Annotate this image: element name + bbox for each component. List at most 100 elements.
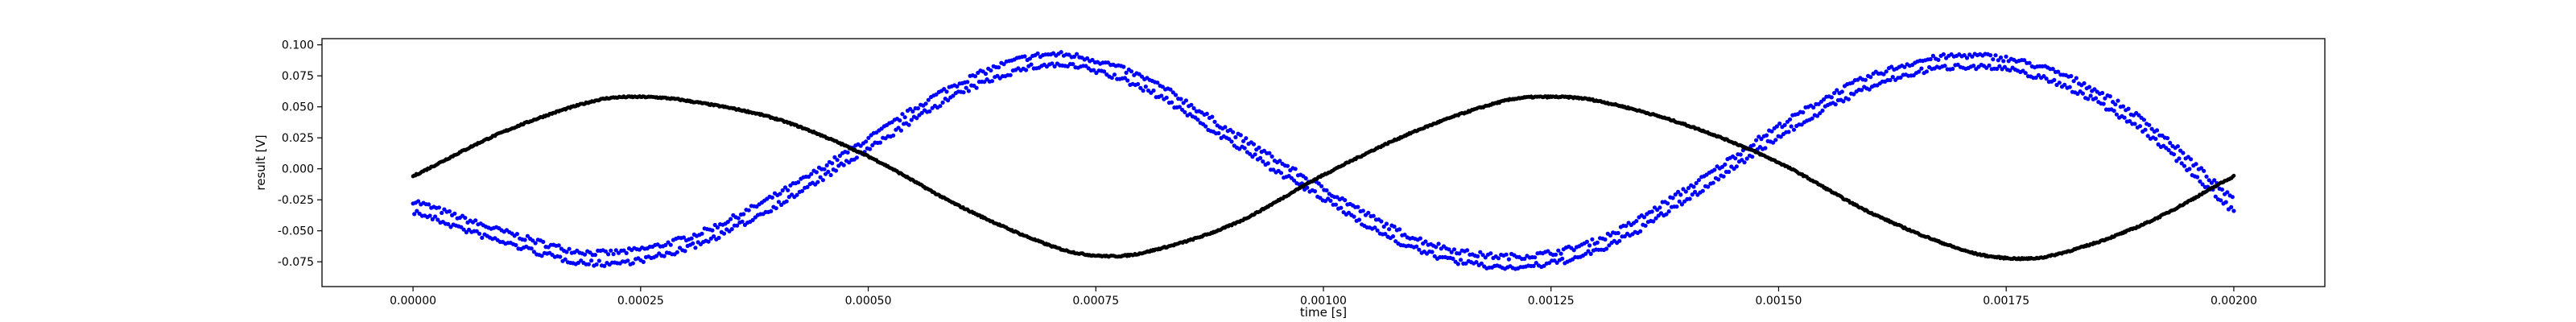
data-point-blue xyxy=(1173,93,1179,97)
data-point-blue xyxy=(1257,145,1261,150)
data-point-blue xyxy=(689,236,694,241)
data-point-blue xyxy=(770,195,774,200)
data-point-blue xyxy=(1122,76,1127,80)
data-point-blue xyxy=(1898,75,1903,80)
data-point-blue xyxy=(625,258,630,263)
data-point-blue xyxy=(621,248,626,253)
data-point-blue xyxy=(1371,213,1376,218)
data-point-blue xyxy=(1677,199,1682,204)
data-point-blue xyxy=(1383,232,1388,237)
data-point-blue xyxy=(2182,163,2187,168)
data-point-blue xyxy=(1771,140,1776,145)
data-point-blue xyxy=(1678,192,1683,197)
data-point-blue xyxy=(1496,256,1501,261)
data-point-blue xyxy=(866,135,871,140)
data-point-blue xyxy=(1227,137,1232,142)
data-point-blue xyxy=(938,104,943,109)
data-point-blue xyxy=(955,84,960,89)
data-point-blue xyxy=(1810,116,1814,121)
data-point-blue xyxy=(1723,162,1728,167)
data-point-blue xyxy=(1139,74,1145,79)
data-point-blue xyxy=(782,185,788,190)
data-point-blue xyxy=(902,115,907,120)
data-point-blue xyxy=(2067,85,2072,89)
x-tick-label: 0.00025 xyxy=(617,295,664,308)
data-point-blue xyxy=(841,163,846,167)
data-point-blue xyxy=(606,252,611,257)
data-point-blue xyxy=(847,160,852,165)
data-point-blue xyxy=(822,167,827,171)
data-point-blue xyxy=(474,229,479,233)
data-point-blue xyxy=(828,172,833,178)
data-point-blue xyxy=(716,235,721,241)
data-point-blue xyxy=(982,80,987,85)
data-point-blue xyxy=(693,246,698,250)
data-point-blue xyxy=(1624,224,1629,229)
data-point-blue xyxy=(1092,68,1096,72)
data-point-blue xyxy=(2126,106,2131,111)
data-point-blue xyxy=(1333,202,1338,207)
data-point-blue xyxy=(2122,115,2127,120)
data-point-blue xyxy=(809,171,814,176)
data-point-blue xyxy=(1384,221,1389,226)
data-point-blue xyxy=(2087,85,2092,89)
data-point-blue xyxy=(926,97,931,102)
y-tick-label: -0.025 xyxy=(278,194,314,207)
data-point-blue xyxy=(2112,109,2116,114)
y-tick-label: 0.050 xyxy=(282,101,314,114)
x-tick-label: 0.00150 xyxy=(1756,295,1802,308)
data-point-blue xyxy=(750,217,755,222)
data-point-blue xyxy=(898,118,902,123)
data-point-blue xyxy=(1189,102,1194,107)
data-point-blue xyxy=(2200,182,2205,187)
data-point-blue xyxy=(463,216,468,221)
data-point-blue xyxy=(736,216,741,221)
data-point-blue xyxy=(2041,74,2046,79)
data-point-blue xyxy=(1029,62,1034,67)
data-point-blue xyxy=(2229,204,2234,209)
data-point-blue xyxy=(2128,118,2132,124)
data-point-blue xyxy=(666,240,671,245)
data-point-blue xyxy=(1071,62,1075,67)
data-point-blue xyxy=(2092,87,2097,92)
data-point-blue xyxy=(1195,118,1200,122)
data-point-blue xyxy=(1244,136,1249,141)
data-point-blue xyxy=(416,199,421,204)
data-point-blue xyxy=(1465,248,1470,253)
data-point-blue xyxy=(564,250,569,254)
data-point-blue xyxy=(898,128,903,133)
data-point-blue xyxy=(807,174,811,180)
data-point-blue xyxy=(1375,228,1380,233)
data-point-blue xyxy=(436,205,442,210)
data-point-blue xyxy=(919,110,924,115)
data-point-blue xyxy=(1183,98,1188,103)
data-point-blue xyxy=(780,188,785,193)
data-point-blue xyxy=(1556,248,1561,253)
data-point-blue xyxy=(2230,195,2235,200)
data-point-blue xyxy=(2189,157,2194,162)
data-point-blue xyxy=(1183,109,1187,114)
data-point-blue xyxy=(2181,151,2186,155)
data-point-blue xyxy=(2175,144,2180,149)
data-point-blue xyxy=(2198,179,2202,184)
x-tick-label: 0.00000 xyxy=(390,295,436,308)
data-point-blue xyxy=(1852,92,1856,97)
data-point-blue xyxy=(1293,167,1298,171)
data-point-blue xyxy=(2008,68,2013,73)
data-point-blue xyxy=(914,116,919,121)
data-point-blue xyxy=(681,235,687,240)
data-point-blue xyxy=(675,250,679,254)
data-point-blue xyxy=(1917,69,1922,74)
data-point-blue xyxy=(1379,219,1384,224)
data-point-blue xyxy=(2156,142,2161,147)
data-point-blue xyxy=(1586,249,1591,254)
data-point-blue xyxy=(1328,198,1333,203)
data-point-blue xyxy=(1479,261,1484,266)
data-point-blue xyxy=(531,250,537,254)
data-point-blue xyxy=(1822,97,1827,102)
data-point-blue xyxy=(2149,126,2154,131)
data-point-blue xyxy=(2114,112,2119,117)
data-point-blue xyxy=(1203,124,1208,129)
data-point-blue xyxy=(1546,249,1550,254)
